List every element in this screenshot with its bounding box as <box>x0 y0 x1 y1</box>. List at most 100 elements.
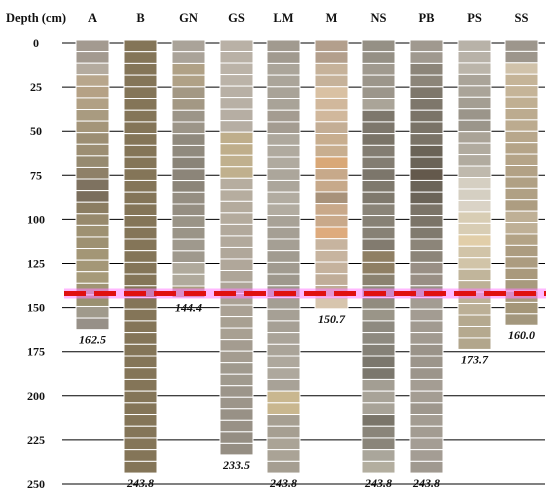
core-segment <box>219 235 254 248</box>
core-segment <box>361 332 396 345</box>
core-segment <box>409 402 444 416</box>
core-segment <box>361 425 396 439</box>
core-segment <box>457 325 492 339</box>
core-segment <box>504 210 539 224</box>
core-segment <box>266 191 301 205</box>
core-segment <box>409 320 444 334</box>
core-segment <box>75 248 110 261</box>
core-segment <box>123 308 158 322</box>
core-segment <box>457 177 492 190</box>
core-segment <box>123 250 158 263</box>
core-segment <box>266 39 301 53</box>
core-segment <box>123 121 158 135</box>
core-segment <box>266 414 301 427</box>
depth-value-NS: 243.8 <box>364 476 392 490</box>
core-segment <box>266 332 301 345</box>
core-segment <box>409 367 444 380</box>
core-segment <box>219 316 254 329</box>
core-segment <box>219 120 254 133</box>
core-segment <box>361 226 396 240</box>
core-segment <box>457 85 492 98</box>
core-segment <box>504 130 539 144</box>
core-segment <box>75 120 110 134</box>
core-segment <box>123 168 158 181</box>
y-tick-label: 100 <box>27 212 45 226</box>
core-segment <box>75 74 110 87</box>
depth-value-M: 150.7 <box>318 312 346 326</box>
core-segment <box>75 201 110 215</box>
core-segment <box>409 215 444 228</box>
core-segment <box>123 51 158 64</box>
core-segment <box>219 246 254 260</box>
core-segment <box>219 396 254 410</box>
core-segment <box>75 317 110 331</box>
core-segment <box>219 74 254 87</box>
core-column-PS <box>457 39 492 350</box>
core-segment <box>409 437 444 451</box>
core-segment <box>409 273 444 287</box>
core-segment <box>409 109 444 123</box>
core-segment <box>361 437 396 451</box>
core-segment <box>123 273 158 287</box>
core-segment <box>266 308 301 322</box>
core-segment <box>361 378 396 392</box>
core-segment <box>314 144 349 158</box>
core-segment <box>171 226 206 240</box>
core-segment <box>409 98 444 111</box>
core-segment <box>361 308 396 322</box>
core-segment <box>504 119 539 132</box>
core-column-M <box>314 39 349 310</box>
column-header-PB: PB <box>419 11 435 25</box>
core-column-B <box>123 39 158 474</box>
core-segment <box>266 367 301 380</box>
y-tick-label: 75 <box>30 168 42 182</box>
core-segment <box>314 296 349 310</box>
depth-value-LM: 243.8 <box>269 476 297 490</box>
column-header-B: B <box>136 11 144 25</box>
core-segment <box>219 62 254 76</box>
core-segment <box>361 273 396 287</box>
core-segment <box>75 259 110 273</box>
reference-line <box>64 288 546 299</box>
core-segment <box>409 226 444 240</box>
core-segment <box>171 86 206 100</box>
core-segment <box>361 238 396 252</box>
core-segment <box>409 86 444 100</box>
core-segment <box>75 236 110 250</box>
core-segment <box>314 121 349 135</box>
core-segment <box>457 222 492 236</box>
core-segment <box>314 74 349 88</box>
core-segment <box>504 176 539 189</box>
column-header-GN: GN <box>179 11 198 25</box>
core-segment <box>361 191 396 205</box>
core-segment <box>123 378 158 392</box>
core-column-NS <box>361 39 396 474</box>
core-segment <box>266 261 301 275</box>
core-segment <box>266 320 301 334</box>
core-segment <box>219 97 254 110</box>
core-segment <box>123 414 158 427</box>
core-segment <box>409 355 444 369</box>
core-segment <box>123 437 158 451</box>
core-segment <box>361 203 396 217</box>
core-segment <box>219 177 254 191</box>
core-segment <box>457 165 492 179</box>
core-segment <box>75 224 110 238</box>
core-segment <box>123 144 158 158</box>
core-segment <box>409 308 444 322</box>
core-segment <box>409 250 444 263</box>
core-segment <box>409 296 444 310</box>
core-segment <box>314 168 349 181</box>
core-segment <box>314 51 349 64</box>
core-segment <box>361 320 396 334</box>
core-segment <box>75 166 110 180</box>
core-segment <box>123 203 158 217</box>
core-segment <box>314 203 349 216</box>
core-segment <box>361 390 396 404</box>
core-segment <box>123 86 158 100</box>
core-segment <box>457 314 492 327</box>
core-segment <box>123 226 158 240</box>
core-segment <box>75 97 110 111</box>
core-segment <box>219 431 254 444</box>
